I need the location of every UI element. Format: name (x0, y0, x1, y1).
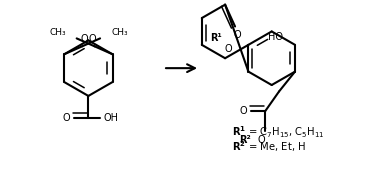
Text: HO: HO (268, 32, 283, 42)
Text: O: O (233, 30, 241, 40)
Text: O: O (224, 44, 232, 54)
Text: O: O (257, 135, 265, 145)
Text: CH₃: CH₃ (111, 28, 128, 37)
Text: O: O (89, 34, 96, 44)
Text: O: O (81, 34, 88, 44)
Text: O: O (239, 106, 247, 116)
Text: R²: R² (239, 135, 251, 145)
Text: CH₃: CH₃ (49, 28, 66, 37)
Text: $\mathbf{R^2}$ = Me, Et, H: $\mathbf{R^2}$ = Me, Et, H (232, 139, 306, 154)
Text: OH: OH (104, 113, 119, 123)
Text: R¹: R¹ (210, 33, 222, 43)
Text: $\mathbf{R^1}$ = C$_7$H$_{15}$, C$_5$H$_{11}$: $\mathbf{R^1}$ = C$_7$H$_{15}$, C$_5$H$_… (232, 125, 324, 140)
Text: O: O (63, 113, 70, 123)
